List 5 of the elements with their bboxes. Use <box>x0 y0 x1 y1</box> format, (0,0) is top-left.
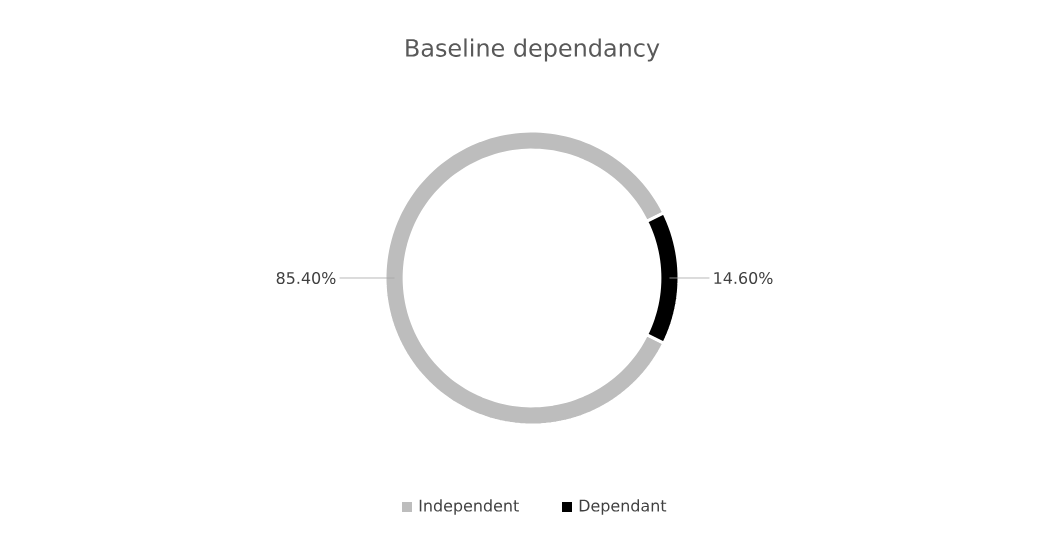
legend-label: Dependant <box>579 499 667 515</box>
data-label: 14.60% <box>714 271 773 285</box>
legend-label: Independent <box>419 499 519 515</box>
data-label: 85.40% <box>276 271 336 285</box>
chart-title: Baseline dependancy <box>406 38 660 62</box>
